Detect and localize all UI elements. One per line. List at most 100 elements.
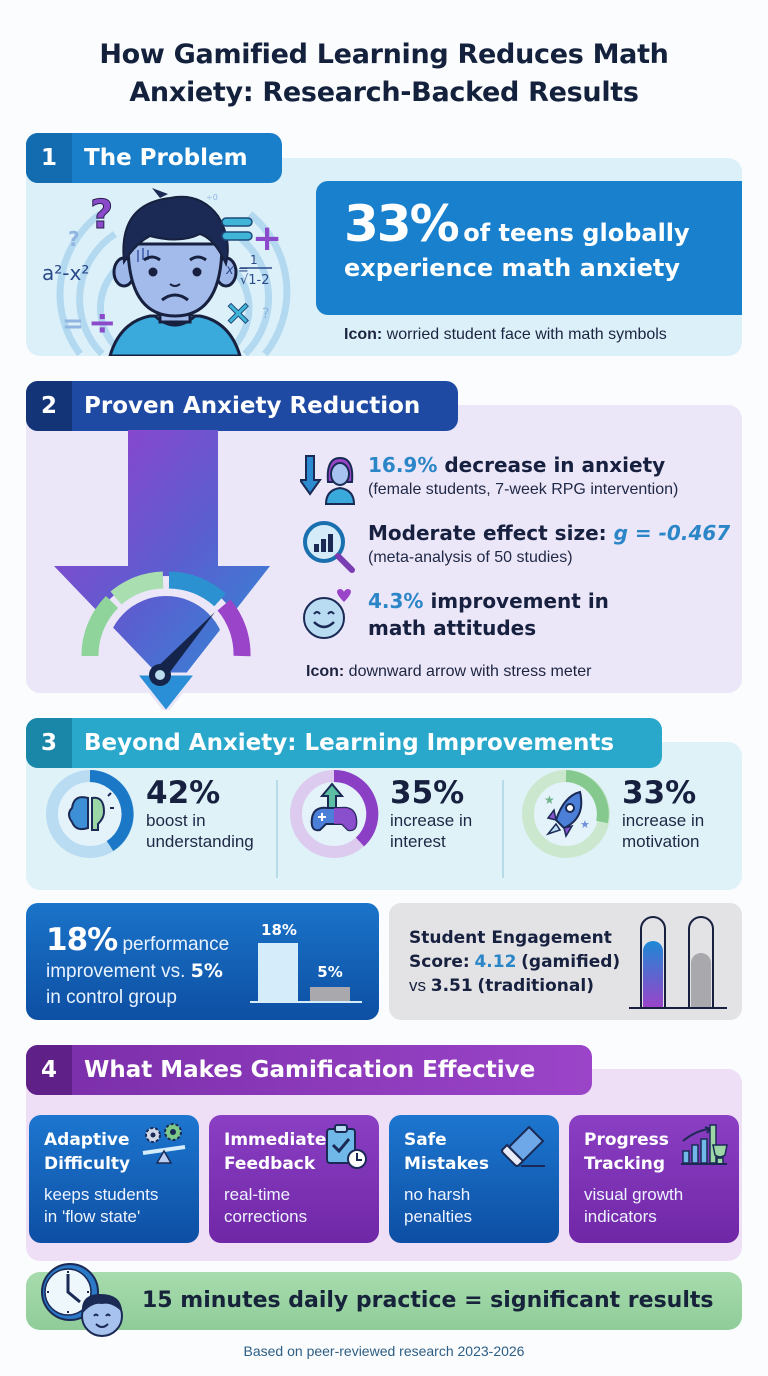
performance-value: 18% xyxy=(46,922,118,958)
section-heading: What Makes Gamification Effective xyxy=(84,1057,536,1083)
tile-desc-line-2: in 'flow state' xyxy=(44,1207,141,1226)
item-headline: decrease in anxiety xyxy=(444,453,666,477)
bar-label-gamified: 18% xyxy=(261,921,297,939)
attitudes-improvement-item: 4.3% improvement in math attitudes xyxy=(300,588,609,642)
tile-safe-mistakes: Safe Mistakes no harsh penalties xyxy=(389,1115,559,1243)
section-heading: Proven Anxiety Reduction xyxy=(84,393,421,419)
item-headline-line-2: math attitudes xyxy=(368,616,537,640)
tile-desc-line-2: indicators xyxy=(584,1207,657,1226)
metric-desc-line-2: interest xyxy=(390,832,446,851)
gamified-label: (gamified) xyxy=(521,952,621,972)
svg-text:?: ? xyxy=(262,306,269,322)
item-accent-value: 16.9% xyxy=(368,453,438,477)
tile-desc-line-1: real-time xyxy=(224,1185,291,1204)
effect-size-item: Moderate effect size: g = -0.467 (meta-a… xyxy=(300,520,730,574)
tile-desc-line-1: no harsh xyxy=(404,1185,471,1204)
section-effectiveness-header: 4 What Makes Gamification Effective xyxy=(26,1045,592,1095)
svg-text:÷0: ÷0 xyxy=(206,193,218,202)
section-number: 2 xyxy=(26,381,72,431)
metric-desc-line-1: increase in xyxy=(622,811,705,830)
tile-title-line-1: Adaptive xyxy=(44,1130,130,1150)
item-headline: improvement in xyxy=(430,589,609,613)
clock-happy-student-icon xyxy=(41,1263,123,1337)
traditional-label: (traditional) xyxy=(477,976,594,996)
traditional-score: 3.51 xyxy=(430,976,473,996)
clipboard-check-clock-icon xyxy=(326,1124,367,1169)
bar-control xyxy=(310,987,350,1001)
svg-text:×: × xyxy=(224,293,253,333)
section-problem-header: 1 The Problem xyxy=(26,133,282,183)
svg-text:?: ? xyxy=(68,227,80,251)
bar-label-control: 5% xyxy=(317,963,343,981)
tile-title-line-2: Feedback xyxy=(224,1154,316,1174)
item-accent-value: 4.3% xyxy=(368,589,424,613)
daily-practice-banner: 15 minutes daily practice = significant … xyxy=(26,1272,742,1330)
svg-text:★: ★ xyxy=(580,818,590,831)
item-headline: Moderate effect size: xyxy=(368,521,607,545)
performance-text-2: improvement vs. xyxy=(46,961,186,982)
tile-title-line-1: Immediate xyxy=(224,1130,327,1150)
svg-text:=: = xyxy=(62,309,84,339)
tile-adaptive-difficulty: Adaptive Difficulty keeps students in 'f… xyxy=(29,1115,199,1243)
icon-note: Icon: worried student face with math sym… xyxy=(344,326,667,344)
engagement-thermometer-bars xyxy=(629,916,727,1009)
performance-text: 18% performance improvement vs. 5% in co… xyxy=(46,925,230,1011)
magnifier-chart-icon xyxy=(303,521,355,573)
tile-desc-line-1: keeps students xyxy=(44,1185,159,1204)
metric-value: 42% xyxy=(146,775,221,811)
engagement-line-1: Student Engagement xyxy=(409,928,612,948)
gears-seesaw-icon xyxy=(142,1123,186,1164)
gamified-score: 4.12 xyxy=(474,952,517,972)
metric-divider xyxy=(502,780,504,878)
engagement-score-card: Student Engagement Score: 4.12 (gamified… xyxy=(389,903,742,1020)
effect-size-value: g = -0.467 xyxy=(613,521,731,545)
section-heading: Beyond Anxiety: Learning Improvements xyxy=(84,730,615,756)
performance-text-1: performance xyxy=(122,934,230,955)
tile-title-line-2: Mistakes xyxy=(404,1154,489,1174)
tile-desc-line-1: visual growth xyxy=(584,1185,684,1204)
understanding-metric: 42% boost in understanding xyxy=(44,768,254,860)
tile-desc-line-2: penalties xyxy=(404,1207,473,1226)
engagement-score-prefix: Score: xyxy=(409,952,470,972)
interest-metric: 35% increase in interest xyxy=(288,768,472,860)
metric-desc-line-2: motivation xyxy=(622,832,700,851)
svg-text:?: ? xyxy=(90,192,113,238)
item-subtext: (meta-analysis of 50 studies) xyxy=(368,549,573,566)
svg-text:√1-2: √1-2 xyxy=(240,273,270,288)
page-title: How Gamified Learning Reduces Math Anxie… xyxy=(0,36,768,112)
tile-title-line-1: Progress xyxy=(584,1130,669,1150)
section-anxiety-reduction-header: 2 Proven Anxiety Reduction xyxy=(26,381,458,431)
section-number: 3 xyxy=(26,718,72,768)
section-number: 1 xyxy=(26,133,72,183)
eraser-icon xyxy=(501,1125,545,1167)
tile-title-line-2: Difficulty xyxy=(44,1154,131,1174)
smiley-heart-icon xyxy=(303,589,351,639)
tile-title-line-2: Tracking xyxy=(584,1154,666,1174)
tile-progress-tracking: Progress Tracking visual growth indicato… xyxy=(569,1115,739,1243)
section-learning-improvements-header: 3 Beyond Anxiety: Learning Improvements xyxy=(26,718,662,768)
svg-text:÷: ÷ xyxy=(88,303,117,343)
title-line-1: How Gamified Learning Reduces Math xyxy=(99,39,669,70)
title-line-2: Anxiety: Research-Backed Results xyxy=(129,77,639,108)
gamepad-arrow-icon xyxy=(290,769,379,858)
worried-student-math-symbols-icon: ? ? a²-x² = ÷ + x = 1 √1-2 × ? ÷0 xyxy=(42,188,291,356)
svg-text:★: ★ xyxy=(544,793,555,807)
icon-note-text: downward arrow with stress meter xyxy=(348,663,592,680)
icon-note: Icon: downward arrow with stress meter xyxy=(306,663,591,681)
performance-text-3: in control group xyxy=(46,987,177,1008)
vs-label: vs xyxy=(409,976,426,995)
section-heading: The Problem xyxy=(84,145,248,171)
stat-text-line-2: experience math anxiety xyxy=(344,254,680,282)
metric-value: 33% xyxy=(622,775,697,811)
item-subtext: (female students, 7-week RPG interventio… xyxy=(368,481,679,498)
icon-note-label: Icon: xyxy=(344,326,383,343)
banner-text: 15 minutes daily practice = significant … xyxy=(142,1288,714,1313)
svg-text:1: 1 xyxy=(250,253,258,267)
tile-title-line-1: Safe xyxy=(404,1130,447,1150)
stat-value: 33% xyxy=(344,195,460,253)
control-value: 5% xyxy=(190,960,223,982)
svg-text:+: + xyxy=(252,218,282,259)
metric-divider xyxy=(276,780,278,878)
brain-lightbulb-icon xyxy=(46,770,134,858)
